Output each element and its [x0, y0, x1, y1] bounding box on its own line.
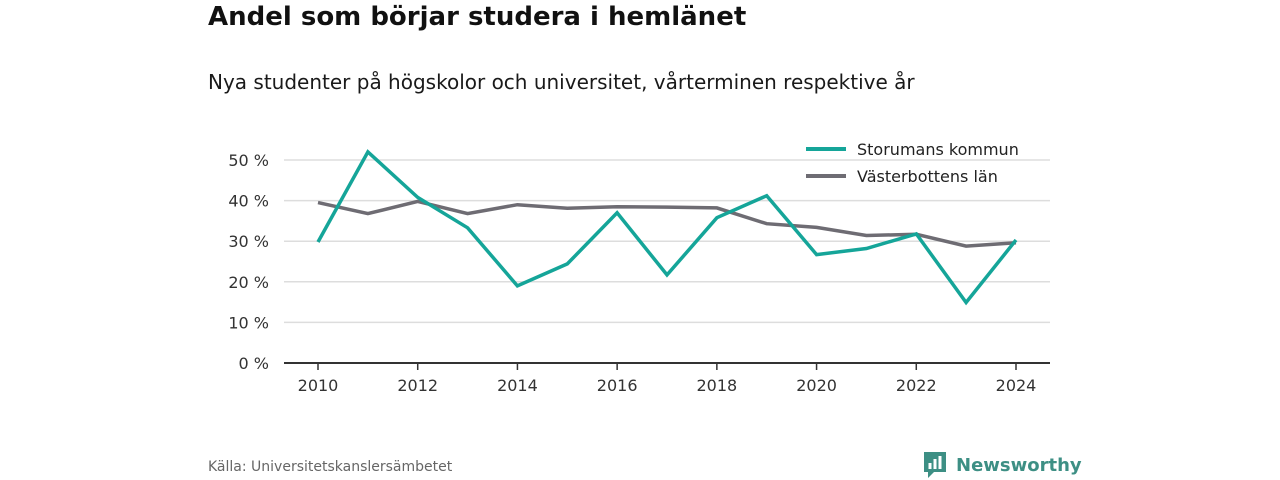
- newsworthy-logo[interactable]: Newsworthy: [922, 450, 1082, 480]
- x-tick-label: 2022: [896, 376, 937, 395]
- x-tick-label: 2018: [696, 376, 737, 395]
- legend-label: Västerbottens län: [857, 167, 998, 186]
- newsworthy-icon: [924, 452, 946, 478]
- source-note: Källa: Universitetskanslersämbetet: [208, 459, 453, 475]
- x-tick-label: 2020: [796, 376, 837, 395]
- chart-title: Andel som börjar studera i hemlänet: [208, 2, 747, 32]
- brand-name: Newsworthy: [956, 454, 1082, 476]
- legend: Storumans kommun Västerbottens län: [806, 140, 1019, 186]
- y-tick-label: 50 %: [228, 151, 269, 170]
- y-tick-label: 10 %: [228, 313, 269, 332]
- series-lines: [316, 149, 1018, 306]
- series-line-1: [317, 199, 1017, 248]
- legend-item: Västerbottens län: [806, 167, 998, 186]
- x-tick-label: 2014: [497, 376, 538, 395]
- chart-subtitle: Nya studenter på högskolor och universit…: [208, 70, 915, 94]
- legend-label: Storumans kommun: [857, 140, 1019, 159]
- x-tick-label: 2012: [397, 376, 438, 395]
- y-tick-label: 30 %: [228, 232, 269, 251]
- series-line-0: [316, 149, 1018, 306]
- legend-item: Storumans kommun: [806, 140, 1019, 159]
- y-tick-label: 0 %: [239, 354, 269, 373]
- x-tick-label: 2016: [597, 376, 638, 395]
- x-tick-label: 2010: [298, 376, 339, 395]
- y-tick-label: 40 %: [228, 192, 269, 211]
- x-tick-label: 2024: [996, 376, 1037, 395]
- x-axis-ticks: 2010 2012 2014 2016 2018 2020 2022 2024: [298, 363, 1037, 395]
- y-tick-label: 20 %: [228, 273, 269, 292]
- y-axis-ticks: 0 % 10 % 20 % 30 % 40 % 50 %: [228, 151, 269, 373]
